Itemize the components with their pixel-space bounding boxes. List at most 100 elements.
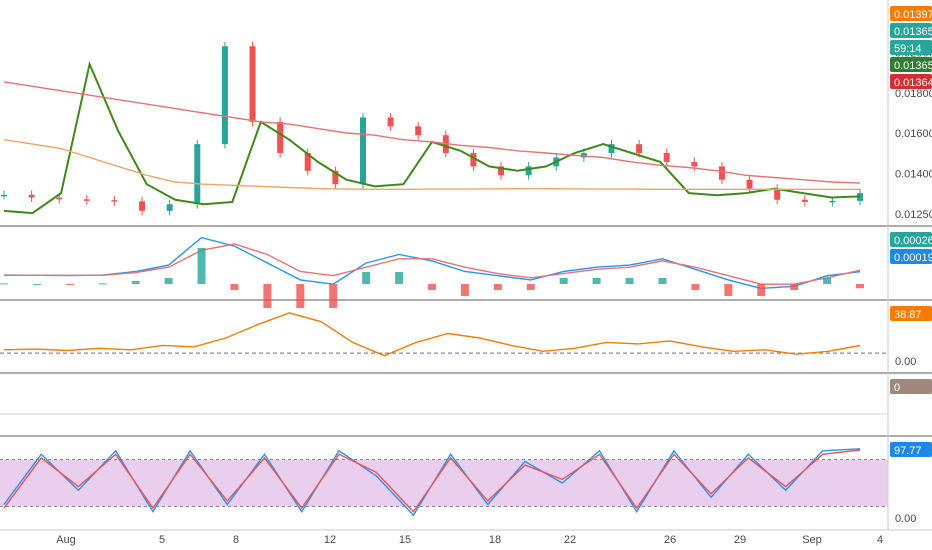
candle (304, 153, 311, 171)
stochastic-last-tag (890, 442, 932, 457)
price-y-tick: 0.01800 (895, 88, 932, 100)
price-series-2 (3, 81, 861, 184)
candle (83, 199, 90, 201)
candle (221, 46, 228, 145)
macd-hist-bar (230, 284, 239, 290)
candle (636, 144, 643, 154)
macd-hist-bar (65, 284, 74, 285)
candle (332, 170, 339, 185)
candle (608, 144, 615, 154)
macd-series-0 (3, 236, 861, 290)
macd-hist-bar (164, 278, 173, 284)
stochastic-last-tag-label: 97.77 (894, 445, 922, 457)
candle (718, 166, 725, 180)
price-y-tick: 0.01250 (895, 209, 932, 221)
price-y-tick: 0.01600 (895, 128, 932, 140)
stochastic-series-1 (3, 449, 861, 513)
macd-last-tag (890, 249, 932, 264)
price-last-tag-label: 0.01364 (894, 77, 932, 89)
macd-hist-bar (856, 284, 864, 289)
macd-hist-bar (197, 248, 206, 284)
cci-last-tag (890, 306, 932, 321)
price-series-3 (3, 139, 860, 190)
candle (774, 188, 781, 200)
x-tick-label: Sep (802, 534, 822, 546)
macd-hist-bar (559, 278, 568, 284)
macd-hist-bar (98, 283, 107, 285)
macd-hist-bar (0, 283, 8, 285)
candle (56, 197, 63, 200)
price-last-tag-label: 59:14 (894, 43, 922, 55)
cci-series-0 (3, 312, 861, 357)
macd-hist-bar (790, 284, 799, 290)
x-tick-label: 15 (399, 534, 411, 546)
price-last-tag (890, 40, 932, 55)
macd-hist-bar (724, 284, 733, 296)
candle (580, 153, 587, 158)
candle (28, 194, 35, 198)
candle (470, 153, 477, 167)
x-tick-label: 22 (564, 534, 576, 546)
price-series-1 (3, 60, 861, 215)
price-last-tag (890, 23, 932, 38)
x-axis: Aug 5 8 12 15 18 22 26 29 Sep 4 (56, 534, 883, 546)
candle (663, 153, 670, 162)
price-last-tag (890, 6, 932, 21)
price-last-tag-label: 0.01365 (894, 26, 932, 38)
macd-hist-bar (32, 284, 41, 285)
macd-hist-bar (592, 278, 601, 284)
candle (498, 166, 505, 176)
x-tick-label: 29 (734, 534, 746, 546)
macd-last-tag (890, 232, 932, 247)
cci-y-tick: 0.00 (895, 356, 916, 368)
x-tick-label: 18 (489, 534, 501, 546)
candle (525, 166, 532, 176)
macd-hist-bar (493, 284, 502, 290)
macd-hist-bar (296, 284, 305, 308)
candle (249, 46, 256, 122)
cci-last-tag-label: 38.87 (894, 309, 922, 321)
candle (277, 121, 284, 154)
x-tick-label: 12 (324, 534, 336, 546)
macd-series-1 (4, 243, 861, 285)
x-tick-label: 8 (233, 534, 239, 546)
candle (111, 200, 118, 202)
histogram-last-tag-label: 0 (894, 382, 900, 394)
candle (415, 126, 422, 136)
candle (829, 200, 836, 203)
candle (166, 204, 173, 211)
macd-hist-bar (131, 281, 140, 284)
macd-hist-bar (329, 284, 338, 308)
price-last-tag (890, 57, 932, 72)
macd-hist-bar (625, 278, 634, 284)
macd-hist-bar (658, 278, 667, 284)
candle (691, 161, 698, 167)
macd-hist-bar (460, 284, 469, 296)
candle (139, 201, 146, 211)
candle (1, 194, 7, 197)
candle (387, 117, 394, 127)
x-tick-label: Aug (56, 534, 76, 546)
macd-last-tag-label: 0.00019 (894, 252, 932, 264)
macd-hist-bar (823, 278, 832, 284)
chart-panes: 0.022000.020000.018000.016000.014000.012… (0, 0, 932, 531)
macd-hist-bar (263, 284, 272, 308)
candle (746, 179, 753, 189)
x-tick-label: 5 (159, 534, 165, 546)
stochastic-y-tick: 0.00 (895, 513, 916, 525)
price-last-tag (890, 74, 932, 89)
macd-hist-bar (757, 284, 766, 296)
histogram-last-tag (890, 379, 932, 394)
x-tick-label: 26 (664, 534, 676, 546)
candle (194, 144, 201, 205)
price-y-tick: 0.01400 (895, 169, 932, 181)
macd-hist-bar (395, 272, 404, 284)
macd-hist-bar (362, 272, 371, 284)
macd-hist-bar (428, 284, 436, 290)
macd-last-tag-label: 0.00026 (894, 235, 932, 247)
price-last-tag-label: 0.01365 (894, 60, 932, 72)
macd-hist-bar (691, 284, 700, 290)
price-last-tag-label: 0.01397 (894, 9, 932, 21)
candle (801, 199, 808, 202)
